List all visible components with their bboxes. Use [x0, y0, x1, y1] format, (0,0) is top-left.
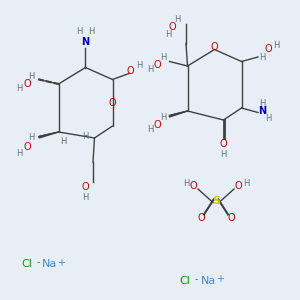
- Text: H: H: [88, 27, 95, 36]
- Text: H: H: [259, 99, 266, 108]
- Polygon shape: [169, 111, 188, 117]
- Text: Cl: Cl: [179, 275, 190, 286]
- Text: O: O: [154, 59, 161, 70]
- Text: Cl: Cl: [22, 259, 32, 269]
- Text: O: O: [169, 22, 176, 32]
- Text: O: O: [127, 65, 134, 76]
- Text: H: H: [174, 15, 180, 24]
- Text: Na: Na: [201, 275, 216, 286]
- Text: H: H: [220, 150, 227, 159]
- Text: -: -: [37, 257, 40, 268]
- Text: H: H: [147, 64, 153, 74]
- Text: O: O: [23, 142, 31, 152]
- Text: H: H: [165, 30, 171, 39]
- Text: H: H: [16, 84, 23, 93]
- Text: H: H: [265, 114, 272, 123]
- Text: O: O: [109, 98, 116, 109]
- Text: +: +: [217, 274, 224, 284]
- Polygon shape: [39, 132, 58, 138]
- Text: H: H: [82, 132, 89, 141]
- Text: O: O: [211, 41, 218, 52]
- Text: H: H: [147, 124, 153, 134]
- Text: O: O: [265, 44, 272, 55]
- Text: O: O: [23, 79, 31, 89]
- Text: H: H: [160, 52, 167, 62]
- Text: H: H: [273, 40, 279, 50]
- Text: O: O: [190, 181, 197, 191]
- Text: H: H: [183, 178, 189, 188]
- Text: H: H: [160, 112, 167, 122]
- Text: O: O: [82, 182, 89, 193]
- Text: Na: Na: [42, 259, 57, 269]
- Text: H: H: [76, 27, 83, 36]
- Text: O: O: [197, 212, 205, 223]
- Text: H: H: [243, 178, 249, 188]
- Text: O: O: [154, 119, 161, 130]
- Text: H: H: [82, 194, 89, 202]
- Text: H: H: [60, 136, 66, 146]
- Text: O: O: [220, 139, 227, 149]
- Text: O: O: [227, 212, 235, 223]
- Text: N: N: [258, 106, 267, 116]
- Text: N: N: [81, 37, 90, 47]
- Text: O: O: [235, 181, 242, 191]
- Text: H: H: [28, 134, 35, 142]
- Text: H: H: [28, 72, 35, 81]
- Text: +: +: [58, 257, 65, 268]
- Text: H: H: [16, 148, 22, 158]
- Text: S: S: [212, 196, 220, 206]
- Text: H: H: [259, 52, 266, 62]
- Text: H: H: [136, 61, 143, 70]
- Text: -: -: [195, 274, 198, 284]
